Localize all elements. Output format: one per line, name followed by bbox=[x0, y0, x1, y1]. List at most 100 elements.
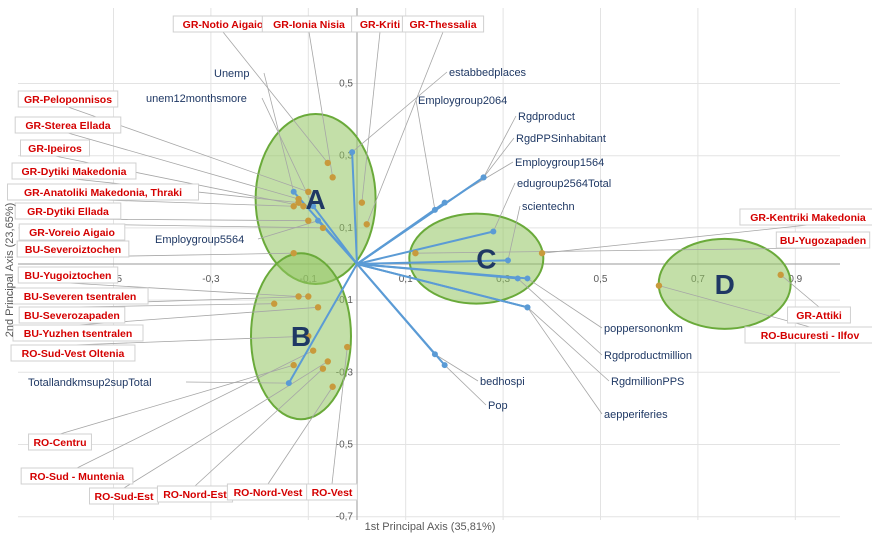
region-label-gr-attiki: GR-Attiki bbox=[796, 310, 842, 322]
variable-label-poppersononkm: poppersononkm bbox=[604, 323, 683, 335]
region-label-ro-centru: RO-Centru bbox=[33, 437, 86, 449]
variable-label-unemp: Unemp bbox=[214, 68, 249, 80]
region-label-gr-dytiki-makedonia: GR-Dytiki Makedonia bbox=[21, 166, 126, 178]
region-point-gr-notio-aigaio bbox=[325, 160, 331, 166]
region-label-gr-peloponnisos: GR-Peloponnisos bbox=[24, 94, 112, 106]
cluster-letter-a: A bbox=[305, 184, 325, 215]
region-label-bu-yuzhen-tsentralen: BU-Yuzhen tsentralen bbox=[24, 328, 133, 340]
leader-ro-sud-est bbox=[124, 361, 328, 488]
region-label-ro-sud-vest-oltenia: RO-Sud-Vest Oltenia bbox=[22, 348, 125, 360]
region-point-gr-attiki bbox=[777, 272, 783, 278]
region-label-ro-bucuresti-ilfov: RO-Bucuresti - Ilfov bbox=[761, 330, 860, 342]
variable-label-rgdppsinhabitant: RgdPPSinhabitant bbox=[516, 133, 606, 145]
region-label-bu-yugozapaden: BU-Yugozapaden bbox=[780, 235, 866, 247]
vector-tip-employgroup1564 bbox=[442, 200, 448, 206]
region-point-gr-anatoliki-makedonia-thraki bbox=[290, 203, 296, 209]
region-point-gr-ionia-nisia bbox=[329, 174, 335, 180]
region-point-ro-nord-vest bbox=[329, 384, 335, 390]
x-axis-title: 1st Principal Axis (35,81%) bbox=[365, 521, 496, 533]
region-point-ro-sud-est bbox=[325, 358, 331, 364]
x-tick-label: -0,3 bbox=[202, 274, 220, 285]
leader-rgdproduct bbox=[484, 116, 516, 177]
cluster-letter-b: B bbox=[291, 321, 311, 352]
region-point-bu-severozapaden bbox=[271, 301, 277, 307]
region-label-gr-voreio-aigaio: GR-Voreio Aigaio bbox=[29, 227, 115, 239]
x-tick-label: 0,5 bbox=[594, 274, 608, 285]
region-label-gr-kentriki-makedonia: GR-Kentriki Makedonia bbox=[750, 212, 866, 224]
leader-gr-thessalia bbox=[367, 32, 443, 224]
vector-tip-employgroup5564 bbox=[315, 218, 321, 224]
leader-poppersononkm bbox=[527, 278, 602, 328]
vector-tip-scientechn bbox=[505, 257, 511, 263]
variable-label-bedhospi: bedhospi bbox=[480, 376, 525, 388]
region-point-gr-voreio-aigaio bbox=[320, 225, 326, 231]
leader-rgdmillionpps bbox=[527, 307, 609, 381]
region-label-gr-ipeiros: GR-Ipeiros bbox=[28, 143, 82, 155]
vector-tip-unemp bbox=[291, 189, 297, 195]
region-point-bu-yuzhen-tsentralen bbox=[315, 304, 321, 310]
region-label-bu-severozapaden: BU-Severozapaden bbox=[24, 310, 120, 322]
y-tick-label: 0,5 bbox=[339, 79, 353, 90]
variable-label-rgdproduct: Rgdproduct bbox=[518, 111, 575, 123]
vector-tip-poppersononkm bbox=[524, 275, 530, 281]
variable-label-estabbedplaces: estabbedplaces bbox=[449, 67, 527, 79]
region-point-gr-kentriki-makedonia bbox=[539, 250, 545, 256]
region-label-bu-severen-tsentralen: BU-Severen tsentralen bbox=[24, 291, 137, 303]
region-point-ro-bucuresti-ilfov bbox=[656, 282, 662, 288]
leader-estabbedplaces bbox=[352, 72, 447, 152]
region-point-ro-centru bbox=[290, 362, 296, 368]
vector-tip-pop bbox=[442, 362, 448, 368]
region-label-bu-yugoiztochen: BU-Yugoiztochen bbox=[25, 270, 112, 282]
region-label-gr-sterea-ellada: GR-Sterea Ellada bbox=[25, 120, 110, 132]
leader-employgroup2064 bbox=[416, 100, 435, 210]
region-label-ro-sud-est: RO-Sud-Est bbox=[95, 491, 154, 503]
region-label-gr-anatoliki-makedonia-thraki: GR-Anatoliki Makedonia, Thraki bbox=[24, 187, 182, 199]
region-label-gr-thessalia: GR-Thessalia bbox=[409, 19, 476, 31]
region-point-bu-severoiztochen bbox=[290, 250, 296, 256]
variable-label-employgroup2064: Employgroup2064 bbox=[418, 95, 507, 107]
region-label-ro-nord-est: RO-Nord-Est bbox=[163, 489, 227, 501]
region-point-ro-nord-est bbox=[320, 365, 326, 371]
variable-label-pop: Pop bbox=[488, 400, 508, 412]
region-label-gr-ionia-nisia: GR-Ionia Nisia bbox=[273, 19, 345, 31]
variable-label-employgroup1564: Employgroup1564 bbox=[515, 157, 604, 169]
vector-tip-estabbedplaces bbox=[349, 149, 355, 155]
vector-tip-aepperiferies bbox=[524, 304, 530, 310]
y-tick-label: -0,7 bbox=[336, 512, 354, 523]
region-point-gr-thessalia bbox=[364, 221, 370, 227]
variable-label-rgdproductmillion: Rgdproductmillion bbox=[604, 350, 692, 362]
leader-ro-centru bbox=[60, 365, 294, 434]
region-label-ro-nord-vest: RO-Nord-Vest bbox=[234, 487, 303, 499]
variable-label-rgdmillionpps: RgdmillionPPS bbox=[611, 376, 684, 388]
vector-tip-rgdppsinhabitant bbox=[481, 174, 487, 180]
y-tick-label: -0,5 bbox=[336, 440, 354, 451]
leader-rgdproductmillion bbox=[518, 278, 602, 355]
leader-rgdppsinhabitant bbox=[484, 138, 514, 177]
region-point-bu-severen-tsentralen bbox=[305, 293, 311, 299]
variable-label-aepperiferies: aepperiferies bbox=[604, 409, 668, 421]
region-label-ro-sud-muntenia: RO-Sud - Muntenia bbox=[30, 471, 125, 483]
variable-label-unem12monthsmore: unem12monthsmore bbox=[146, 93, 247, 105]
region-label-gr-dytiki-ellada: GR-Dytiki Ellada bbox=[27, 206, 109, 218]
vector-tip-totallandkmsup2suptotal bbox=[286, 380, 292, 386]
leader-aepperiferies bbox=[527, 307, 602, 414]
cluster-letter-c: C bbox=[476, 244, 496, 275]
region-label-gr-kriti: GR-Kriti bbox=[360, 19, 400, 31]
region-point-ro-vest bbox=[344, 344, 350, 350]
variable-label-employgroup5564: Employgroup5564 bbox=[155, 234, 244, 246]
vector-tip-edugroup2564total bbox=[490, 229, 496, 235]
variable-label-scientechn: scientechn bbox=[522, 201, 575, 213]
region-point-bu-yugoiztochen bbox=[295, 293, 301, 299]
variable-label-totallandkmsup2suptotal: Totallandkmsup2supTotal bbox=[28, 377, 152, 389]
cluster-letter-d: D bbox=[715, 269, 735, 300]
region-point-gr-dytiki-ellada bbox=[305, 217, 311, 223]
region-point-bu-yugozapaden bbox=[412, 250, 418, 256]
variable-label-edugroup2564total: edugroup2564Total bbox=[517, 178, 611, 190]
vector-tip-rgdproductmillion bbox=[515, 275, 521, 281]
y-axis-title: 2nd Principal Axis (23,65%) bbox=[4, 203, 16, 338]
region-label-bu-severoiztochen: BU-Severoiztochen bbox=[25, 244, 121, 256]
leader-ro-nord-est bbox=[195, 369, 323, 486]
region-label-gr-notio-aigaio: GR-Notio Aigaio bbox=[183, 19, 264, 31]
